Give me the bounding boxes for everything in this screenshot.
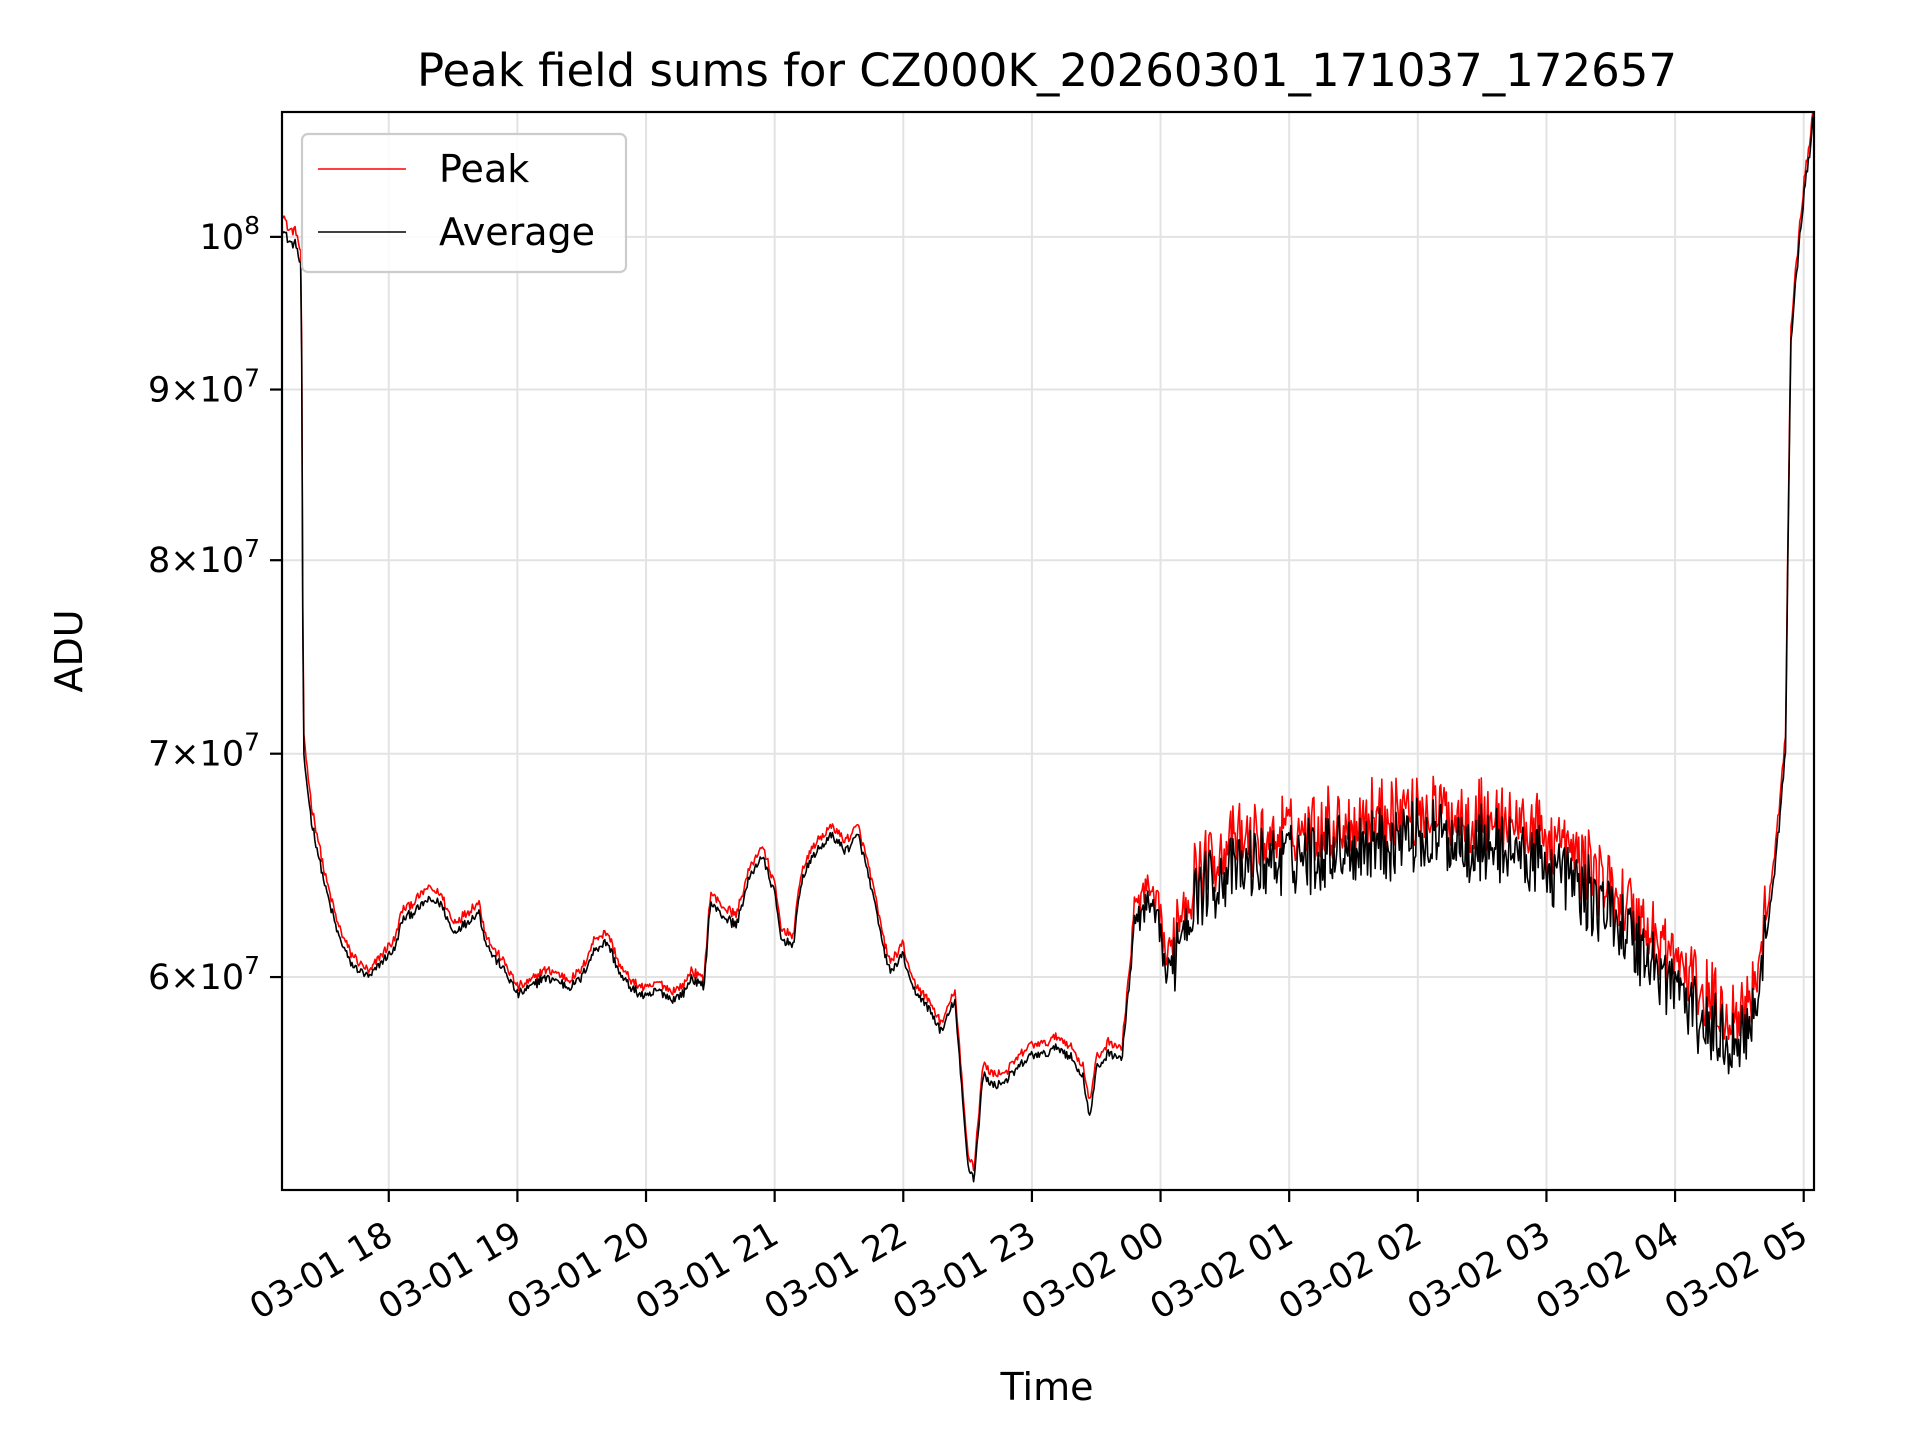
y-tick-label: 108 bbox=[200, 211, 260, 258]
series-line-peak bbox=[281, 111, 1814, 1172]
chart-title: Peak field sums for CZ000K_20260301_1710… bbox=[417, 44, 1677, 97]
plot-series bbox=[281, 111, 1815, 1183]
legend-label-average: Average bbox=[439, 210, 595, 254]
y-tick-label: 6×107 bbox=[148, 951, 260, 998]
grid-lines bbox=[282, 112, 1814, 1190]
legend: Peak Average bbox=[300, 132, 628, 274]
y-tick-label: 7×107 bbox=[148, 728, 260, 775]
x-axis-label: Time bbox=[1000, 1365, 1094, 1409]
y-tick-label: 8×107 bbox=[148, 534, 260, 581]
plot-frame bbox=[280, 110, 1816, 1192]
series-line-average bbox=[281, 113, 1815, 1183]
y-axis-label: ADU bbox=[47, 609, 91, 692]
y-tick-label: 9×107 bbox=[148, 364, 260, 411]
legend-label-peak: Peak bbox=[439, 147, 529, 191]
